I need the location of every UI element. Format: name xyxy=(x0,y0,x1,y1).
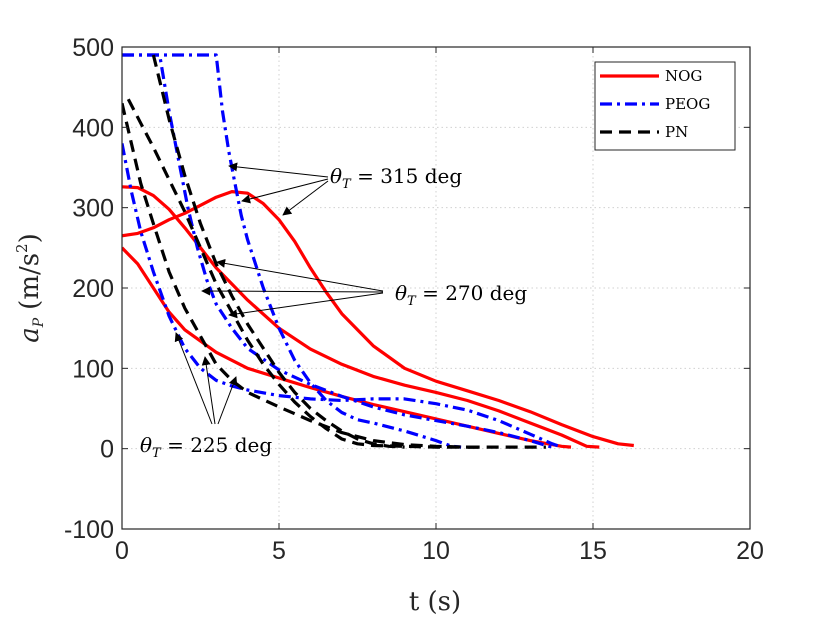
annotation-315-symbol: θ xyxy=(330,164,342,188)
annotation-225-arrow-2 xyxy=(201,356,216,425)
annotation-225-arrow-3 xyxy=(217,376,238,425)
annotation-315-sub: T xyxy=(342,177,352,192)
y-axis-label-sub: P xyxy=(31,317,47,328)
legend-label-pn: PN xyxy=(665,123,688,141)
y-tick-label: -100 xyxy=(64,516,114,544)
annotation-225: θT = 225 deg xyxy=(140,332,272,461)
series-line-pn-225 xyxy=(122,102,546,449)
y-axis-label-unit: (m/s xyxy=(15,253,45,310)
annotation-315-label: θT = 315 deg xyxy=(330,164,462,192)
annotation-270-label: θT = 270 deg xyxy=(395,281,527,309)
annotation-270-symbol: θ xyxy=(395,281,407,305)
annotation-315-arrow-3 xyxy=(282,180,329,216)
series-line-nog-270 xyxy=(122,185,600,449)
series-line-peog-225 xyxy=(122,143,563,449)
y-tick-label: 300 xyxy=(72,195,114,223)
x-tick-label: 10 xyxy=(422,537,450,565)
y-tick-label: 200 xyxy=(72,275,114,303)
legend-label-nog: NOG xyxy=(665,67,702,85)
series-line-peog-270 xyxy=(122,53,556,449)
x-tick-label: 5 xyxy=(272,537,286,565)
y-axis-label: aP (m/s2) xyxy=(13,233,47,343)
series-line-nog-225 xyxy=(122,246,572,449)
x-tick-label: 20 xyxy=(736,537,764,565)
x-tick-label: 0 xyxy=(115,537,129,565)
annotation-315: θT = 315 deg xyxy=(228,162,462,216)
annotation-225-text: = 225 deg xyxy=(161,433,273,457)
annotation-225-sub: T xyxy=(152,446,162,461)
annotation-315-arrow-2 xyxy=(241,178,329,204)
series-line-peog-315 xyxy=(122,53,462,449)
series-line-pn-315 xyxy=(151,54,405,449)
x-tick-label: 15 xyxy=(579,537,607,565)
annotation-270: θT = 270 deg xyxy=(201,258,527,319)
y-axis-label-symbol: a xyxy=(15,327,45,343)
annotation-315-text: = 315 deg xyxy=(351,164,463,188)
annotation-270-arrow-1 xyxy=(216,258,384,292)
annotation-270-arrow-3 xyxy=(228,292,384,319)
annotation-225-label: θT = 225 deg xyxy=(140,433,272,461)
annotation-270-arrow-2 xyxy=(201,286,384,296)
annotation-270-text: = 270 deg xyxy=(416,281,528,305)
legend: NOG PEOG PN xyxy=(594,61,736,151)
y-tick-label: 100 xyxy=(72,355,114,383)
series-line-nog-315 xyxy=(122,190,634,448)
legend-label-peog: PEOG xyxy=(665,95,710,113)
annotation-270-sub: T xyxy=(407,294,417,309)
x-axis-label: t (s) xyxy=(409,587,461,617)
series-group xyxy=(122,53,634,449)
y-axis-label-close: ) xyxy=(15,233,45,243)
y-tick-label: 0 xyxy=(100,436,114,464)
annotation-315-arrow-1 xyxy=(228,162,329,178)
y-axis-label-sup: 2 xyxy=(13,243,31,253)
annotation-225-arrow-1 xyxy=(174,332,213,425)
y-tick-label: 500 xyxy=(72,34,114,62)
annotation-225-symbol: θ xyxy=(140,433,152,457)
y-tick-label: 400 xyxy=(72,114,114,142)
